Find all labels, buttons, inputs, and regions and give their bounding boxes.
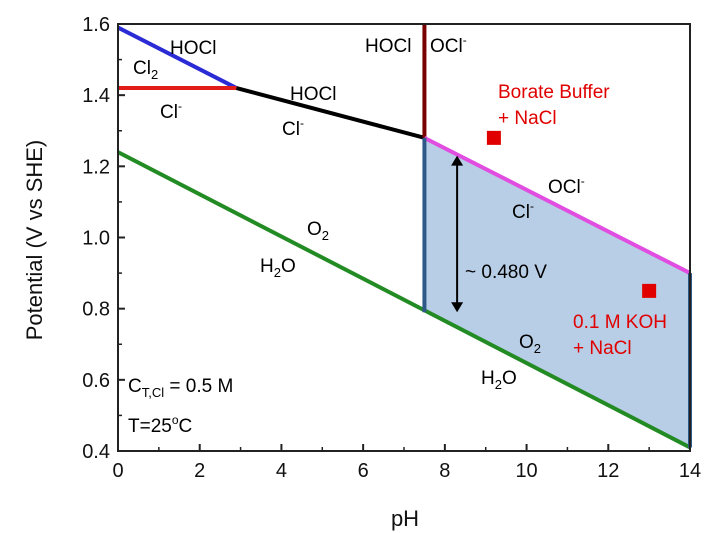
label-temperature: T=25oC — [128, 413, 192, 437]
series-line-0 — [117, 25, 238, 90]
y-tick-label-4: 1.2 — [82, 156, 110, 178]
potential-window-arrow — [451, 155, 464, 313]
series-line-4 — [423, 136, 691, 275]
label-cl-minus-3: Cl- — [512, 199, 534, 223]
y-tick-label-5: 1.4 — [82, 85, 110, 107]
x-tick-label-7: 14 — [679, 460, 701, 482]
x-axis-title: pH — [391, 506, 419, 531]
y-tick-label-3: 1.0 — [82, 228, 110, 250]
x-tick-label-0: 0 — [112, 460, 123, 482]
label-total-chloride: CT,Cl = 0.5 M — [128, 376, 233, 400]
label-cl2: Cl2 — [133, 58, 158, 82]
label-hocl-vertical: HOCl — [365, 36, 411, 57]
y-axis-title: Potential (V vs SHE) — [22, 140, 47, 341]
label-cl-minus-1: Cl- — [160, 99, 182, 123]
x-tick-label-3: 6 — [358, 460, 369, 482]
label-cl-minus-2: Cl- — [282, 116, 304, 140]
koh-label-1: 0.1 M KOH — [573, 312, 667, 333]
arrow-head-bottom — [451, 302, 464, 313]
marker-square-0 — [486, 130, 501, 145]
series-line-2 — [235, 86, 425, 140]
label-hocl-top: HOCl — [170, 38, 216, 59]
x-tick-label-4: 8 — [439, 460, 450, 482]
label-h2o-left: H2O — [260, 256, 296, 280]
label-o2-right: O2 — [519, 332, 541, 356]
y-tick-label-0: 0.4 — [82, 441, 110, 463]
series-line-5 — [117, 150, 691, 450]
y-tick-label-6: 1.6 — [82, 14, 110, 36]
y-ticks: 0.4 0.6 0.8 1.0 1.2 1.4 1.6 — [82, 14, 125, 463]
label-ocl-vertical: OCl- — [430, 33, 467, 57]
y-tick-label-1: 0.6 — [82, 370, 110, 392]
arrow-head-top — [451, 155, 464, 166]
marker-square-1 — [642, 283, 657, 298]
y-tick-label-2: 0.8 — [82, 299, 110, 321]
label-h2o-right: H2O — [481, 368, 517, 392]
label-hocl-mid: HOCl — [290, 84, 336, 105]
label-ocl-right: OCl- — [548, 174, 585, 198]
borate-label-1: Borate Buffer — [498, 82, 610, 103]
label-o2-left: O2 — [307, 219, 329, 243]
koh-label-2: + NaCl — [573, 338, 632, 359]
x-tick-label-1: 2 — [194, 460, 205, 482]
marker-layer — [486, 130, 657, 298]
x-tick-label-6: 12 — [597, 460, 619, 482]
x-ticks: 0 2 4 6 8 10 12 14 — [112, 444, 701, 482]
x-tick-label-2: 4 — [276, 460, 287, 482]
shaded-stability-region — [424, 137, 690, 448]
potential-window-label: ~ 0.480 V — [465, 262, 547, 283]
borate-label-2: + NaCl — [498, 108, 557, 129]
x-tick-label-5: 10 — [515, 460, 537, 482]
